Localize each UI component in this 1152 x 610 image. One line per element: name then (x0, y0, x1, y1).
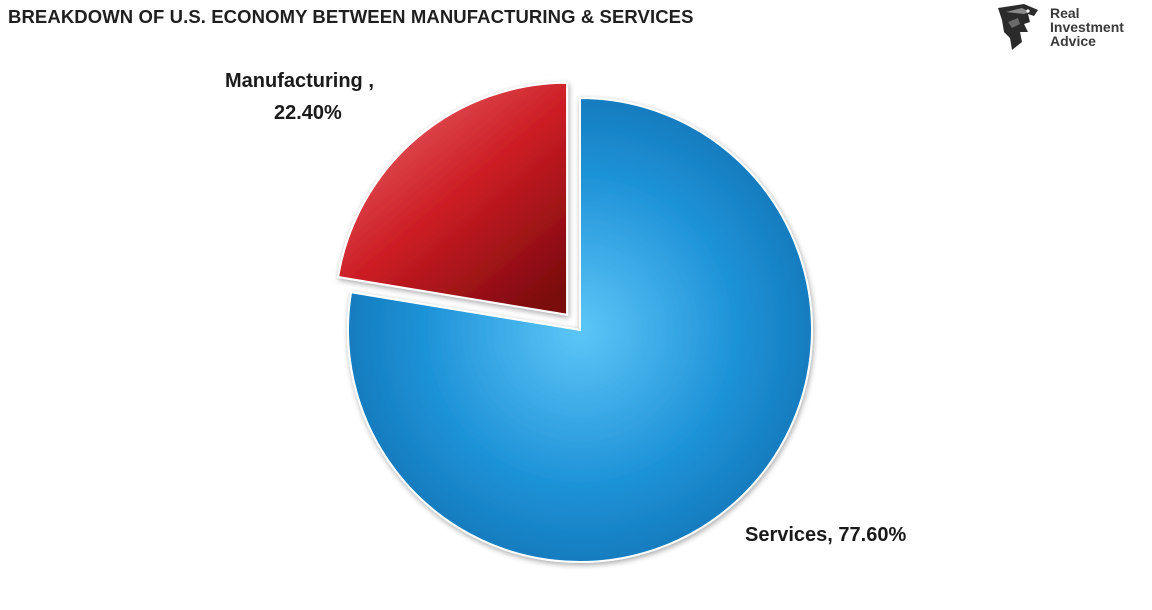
chart-title: BREAKDOWN OF U.S. ECONOMY BETWEEN MANUFA… (8, 6, 694, 27)
brand-logo-line1: Real (1050, 5, 1080, 21)
pie-labels: Services, 77.60% Manufacturing , 22.40% (225, 70, 906, 546)
brand-logo: Real Investment Advice (994, 2, 1146, 52)
brand-logo-line3: Advice (1050, 33, 1096, 49)
brand-logo-text: Real Investment Advice (1050, 6, 1124, 48)
data-label-manufacturing-line2: 22.40% (274, 102, 342, 124)
pie-slices (336, 81, 813, 563)
pie-slice-services (347, 96, 813, 563)
eagle-icon (998, 4, 1038, 50)
pie-slice-manufacturing (336, 81, 569, 316)
data-label-manufacturing-line1: Manufacturing , (225, 70, 374, 92)
brand-logo-line2: Investment (1050, 19, 1124, 35)
data-label-services: Services, 77.60% (745, 524, 906, 546)
